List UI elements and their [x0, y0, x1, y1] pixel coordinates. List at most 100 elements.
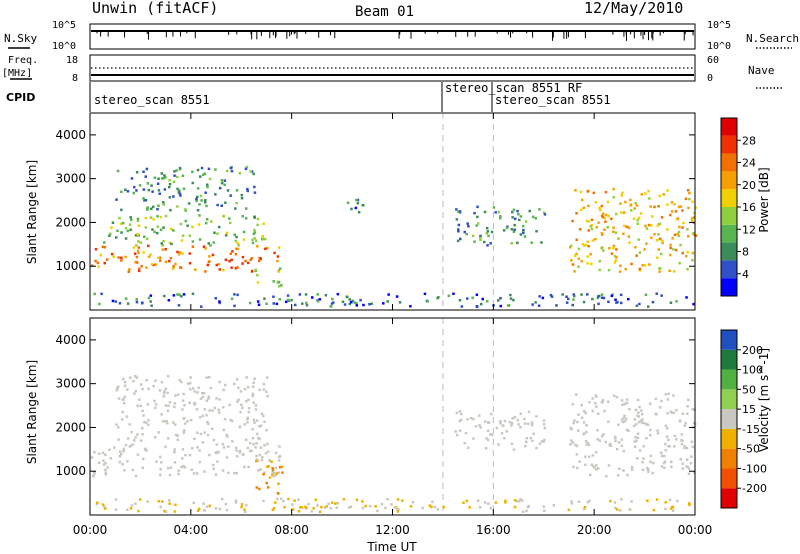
heatmap-cell: [214, 451, 218, 455]
heatmap-cell: [191, 292, 195, 296]
heatmap-cell: [458, 410, 462, 413]
heatmap-cell: [163, 510, 166, 513]
heatmap-cell: [110, 226, 113, 229]
heatmap-cell: [160, 242, 163, 245]
heatmap-cell: [244, 167, 248, 171]
heatmap-cell: [594, 394, 598, 397]
heatmap-cell: [657, 205, 660, 208]
heatmap-cell: [181, 448, 185, 451]
heatmap-cell: [133, 252, 137, 255]
nsearch-tick-high: 10^5: [707, 20, 731, 31]
heatmap-cell: [205, 218, 209, 221]
heatmap-cell: [161, 248, 164, 251]
heatmap-cell: [672, 394, 675, 397]
heatmap-cell: [124, 297, 128, 300]
heatmap-cell: [581, 243, 585, 246]
heatmap-cell: [460, 305, 464, 308]
heatmap-cell: [228, 260, 231, 263]
heatmap-cell: [277, 482, 280, 485]
heatmap-cell: [577, 500, 581, 503]
colorbar-swatch: [721, 189, 737, 207]
colorbar-swatch: [721, 330, 737, 350]
heatmap-cell: [173, 450, 176, 454]
heatmap-cell: [147, 244, 150, 248]
heatmap-cell: [667, 392, 670, 396]
heatmap-cell: [168, 241, 171, 245]
heatmap-cell: [600, 434, 604, 438]
heatmap-cell: [277, 471, 280, 474]
heatmap-cell: [685, 446, 689, 450]
heatmap-cell: [468, 506, 471, 509]
heatmap-cell: [233, 293, 236, 296]
heatmap-cell: [142, 188, 146, 191]
heatmap-cell: [693, 471, 696, 474]
heatmap-cell: [142, 251, 145, 254]
heatmap-cell: [222, 446, 226, 449]
heatmap-cell: [666, 398, 670, 401]
heatmap-cell: [121, 221, 125, 225]
heatmap-cell: [132, 191, 135, 195]
heatmap-cell: [159, 468, 162, 471]
heatmap-cell: [675, 438, 678, 441]
heatmap-cell: [209, 244, 212, 247]
heatmap-cell: [196, 431, 199, 434]
heatmap-cell: [164, 387, 168, 390]
heatmap-cell: [248, 449, 252, 453]
heatmap-cell: [199, 194, 203, 198]
heatmap-cell: [471, 234, 475, 238]
heatmap-cell: [576, 466, 579, 470]
heatmap-cell: [604, 440, 607, 444]
heatmap-cell: [183, 466, 186, 469]
heatmap-cell: [664, 442, 667, 446]
heatmap-cell: [141, 387, 144, 391]
heatmap-cell: [610, 294, 614, 298]
heatmap-cell: [658, 406, 662, 409]
heatmap-cell: [243, 423, 246, 426]
heatmap-cell: [222, 428, 225, 432]
heatmap-cell: [277, 246, 281, 249]
colorbar-swatch: [721, 409, 737, 429]
colorbar-tick-label: -15: [742, 423, 760, 436]
heatmap-cell: [263, 297, 266, 300]
heatmap-cell: [286, 294, 290, 297]
heatmap-cell: [173, 402, 177, 405]
heatmap-cell: [576, 420, 579, 424]
heatmap-cell: [164, 404, 168, 407]
heatmap-cell: [624, 200, 627, 204]
colorbar-frame: [720, 329, 738, 509]
heatmap-cell: [243, 510, 247, 513]
heatmap-cell: [194, 268, 197, 271]
heatmap-cell: [225, 231, 229, 235]
heatmap-cell: [305, 304, 309, 307]
heatmap-cell: [638, 405, 641, 409]
beam-label: Beam 01: [355, 4, 414, 20]
heatmap-cell: [636, 432, 640, 435]
heatmap-cell: [224, 502, 228, 506]
heatmap-cell: [147, 419, 150, 422]
heatmap-cell: [524, 444, 527, 448]
heatmap-cell: [586, 262, 589, 265]
heatmap-cell: [130, 177, 134, 180]
heatmap-cell: [211, 427, 214, 430]
radar-title: Unwin (fitACF): [92, 0, 218, 17]
heatmap-cell: [172, 265, 175, 268]
heatmap-cell: [680, 433, 684, 436]
heatmap-cell: [598, 439, 602, 442]
heatmap-cell: [136, 433, 139, 436]
cpid-program-0: stereo_scan 8551: [94, 93, 210, 107]
heatmap-cell: [166, 422, 169, 425]
heatmap-cell: [212, 467, 215, 471]
heatmap-cell: [186, 420, 189, 423]
heatmap-cell: [318, 510, 322, 514]
heatmap-cell: [195, 408, 199, 411]
heatmap-cell: [535, 446, 538, 450]
heatmap-cell: [457, 228, 460, 231]
heatmap-cell: [138, 498, 142, 501]
heatmap-cell: [615, 508, 619, 511]
heatmap-cell: [188, 234, 192, 237]
heatmap-cell: [172, 421, 175, 424]
heatmap-cell: [666, 228, 669, 231]
heatmap-cell: [648, 263, 651, 266]
x-tick-label: 00:00: [678, 523, 713, 537]
heatmap-cell: [649, 460, 652, 464]
